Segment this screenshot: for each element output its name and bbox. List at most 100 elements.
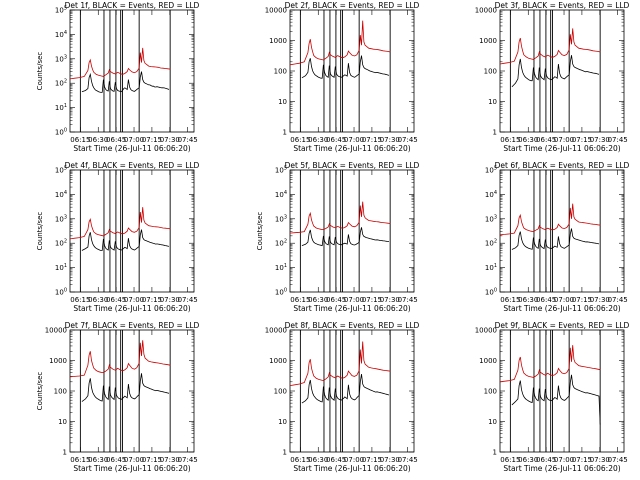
events-series-line	[301, 227, 390, 247]
y-tick-label-exponent: 1	[494, 263, 497, 269]
x-tick-label: 06:15	[290, 136, 310, 144]
y-tick-label-base: 10	[55, 191, 64, 199]
y-tick-label: 10000	[475, 327, 497, 335]
y-tick-label-exponent: 5	[64, 6, 67, 12]
panel-title: Det 7f, BLACK = Events, RED = LLD	[65, 321, 200, 330]
lld-series-line	[289, 20, 391, 66]
y-tick-label-exponent: 0	[64, 128, 67, 134]
x-tick-label: 07:15	[572, 296, 592, 304]
detector-panel-2: Det 2f, BLACK = Events, RED = LLD 1 10 100 1…	[265, 1, 420, 153]
x-tick-label: 07:00	[344, 456, 364, 464]
x-tick-label: 07:45	[178, 456, 198, 464]
events-series-line	[301, 55, 390, 79]
x-tick-label: 07:15	[362, 456, 382, 464]
y-tick-label: 10000	[265, 327, 287, 335]
y-tick-label: 104	[55, 30, 67, 39]
lld-series-line	[289, 341, 391, 386]
y-tick-label-base: 10	[55, 55, 64, 63]
y-tick-label-base: 10	[275, 264, 284, 272]
x-tick-label: 06:30	[518, 136, 538, 144]
y-tick-label-exponent: 4	[64, 190, 67, 196]
plot-frame	[69, 9, 195, 133]
y-tick-label: 1	[283, 129, 287, 137]
y-tick-label-exponent: 4	[284, 190, 287, 196]
y-tick-label-base: 10	[485, 240, 494, 248]
y-tick-label: 100	[485, 288, 497, 297]
panel-title: Det 8f, BLACK = Events, RED = LLD	[285, 321, 420, 330]
y-tick-label: 103	[485, 214, 497, 223]
plot-frame	[289, 9, 415, 133]
x-tick-label: 06:15	[70, 136, 90, 144]
y-tick-label: 1	[63, 449, 67, 457]
plot-frame	[69, 169, 195, 293]
y-tick-label: 101	[485, 263, 497, 272]
x-tick-label: 07:15	[142, 136, 162, 144]
y-tick-label-exponent: 3	[494, 214, 497, 220]
lld-series-line	[289, 201, 391, 234]
panel-title: Det 2f, BLACK = Events, RED = LLD	[285, 1, 420, 10]
x-tick-label: 07:00	[554, 456, 574, 464]
x-tick-label: 07:30	[590, 296, 610, 304]
x-tick-label: 06:15	[290, 456, 310, 464]
y-tick-label: 100	[484, 388, 497, 396]
x-tick-label: 06:15	[500, 456, 520, 464]
x-tick-label: 07:30	[380, 296, 400, 304]
y-tick-label-base: 10	[55, 167, 64, 175]
x-tick-label: 06:45	[106, 136, 126, 144]
x-tick-label: 06:15	[290, 296, 310, 304]
y-tick-label: 105	[55, 6, 67, 15]
x-tick-label: 07:30	[590, 456, 610, 464]
lld-series-line	[499, 28, 601, 65]
y-tick-label-exponent: 0	[64, 288, 67, 294]
y-tick-label-base: 10	[55, 289, 64, 297]
plot-frame	[499, 169, 625, 293]
y-axis-label: Counts/sec	[36, 372, 44, 411]
panel-title: Det 5f, BLACK = Events, RED = LLD	[285, 161, 420, 170]
y-tick-label-exponent: 4	[494, 190, 497, 196]
y-tick-label: 100	[274, 388, 287, 396]
y-axis-label: Counts/sec	[256, 212, 264, 251]
x-tick-label: 07:15	[142, 296, 162, 304]
y-tick-label: 10	[58, 418, 67, 426]
x-tick-label: 07:30	[160, 296, 180, 304]
y-tick-label-exponent: 0	[284, 288, 287, 294]
x-tick-label: 06:45	[106, 296, 126, 304]
y-tick-label-base: 10	[275, 240, 284, 248]
y-tick-label-base: 10	[55, 80, 64, 88]
y-tick-label: 102	[275, 239, 287, 248]
y-tick-label-exponent: 0	[494, 288, 497, 294]
events-series-line	[511, 374, 601, 425]
x-tick-label: 06:45	[326, 296, 346, 304]
lld-series-line	[499, 203, 601, 236]
detector-panel-6: Det 6f, BLACK = Events, RED = LLD1001011…	[485, 161, 630, 313]
detector-panel-3: Det 3f, BLACK = Events, RED = LLD 1 10 100 1…	[475, 1, 630, 153]
x-axis-label: Start Time (26-Jul-11 06:06:20)	[293, 464, 410, 473]
x-tick-label: 06:45	[326, 136, 346, 144]
y-tick-label-exponent: 1	[64, 263, 67, 269]
x-tick-label: 06:30	[518, 296, 538, 304]
events-series-line	[511, 228, 600, 250]
x-tick-label: 07:15	[572, 136, 592, 144]
x-tick-label: 07:00	[554, 136, 574, 144]
x-tick-label: 06:30	[308, 456, 328, 464]
x-tick-label: 07:00	[124, 456, 144, 464]
x-tick-label: 07:45	[178, 136, 198, 144]
panel-title: Det 1f, BLACK = Events, RED = LLD	[65, 1, 200, 10]
y-tick-label-base: 10	[55, 104, 64, 112]
x-tick-label: 07:45	[398, 296, 418, 304]
y-tick-label-base: 10	[55, 7, 64, 15]
y-tick-label-exponent: 2	[494, 239, 497, 245]
x-tick-label: 07:30	[590, 136, 610, 144]
x-tick-label: 06:45	[536, 136, 556, 144]
y-tick-label-base: 10	[55, 264, 64, 272]
y-tick-label-base: 10	[275, 167, 284, 175]
x-tick-label: 07:45	[608, 456, 628, 464]
y-tick-label: 10	[488, 418, 497, 426]
y-tick-label: 10	[278, 98, 287, 106]
panel-title: Det 6f, BLACK = Events, RED = LLD	[495, 161, 630, 170]
events-series-line	[301, 373, 390, 404]
y-tick-label-base: 10	[275, 215, 284, 223]
x-tick-label: 06:15	[70, 296, 90, 304]
x-tick-label: 06:30	[308, 296, 328, 304]
